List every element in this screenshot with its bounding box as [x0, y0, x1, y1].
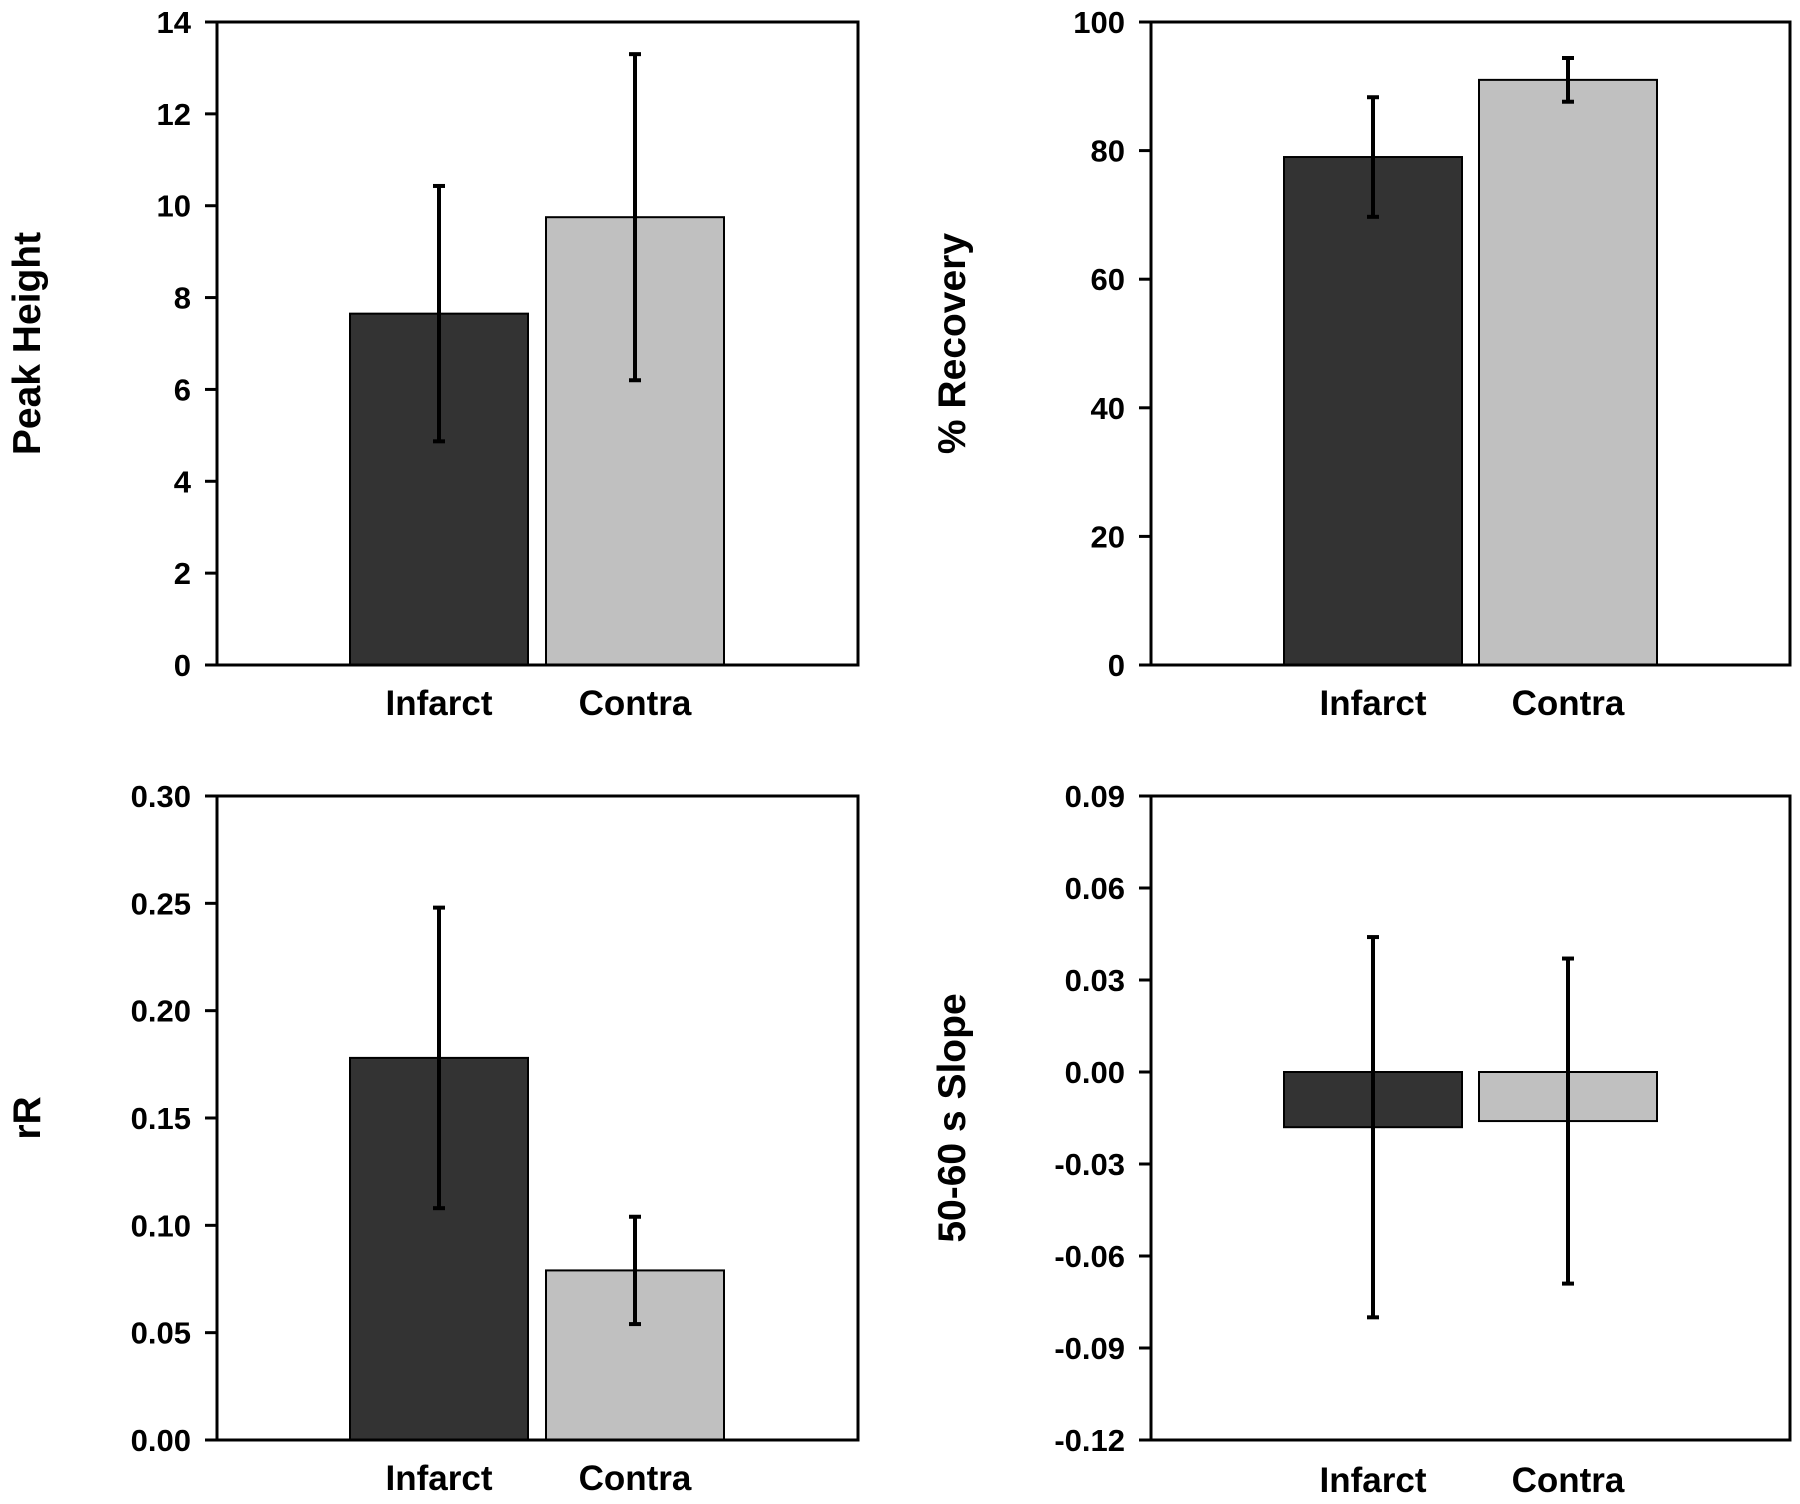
y-tick-label: -0.12 [1054, 1423, 1125, 1458]
y-tick-label: 0.06 [1065, 871, 1125, 906]
y-tick-label: 40 [1091, 391, 1125, 426]
plot-frame [1149, 20, 1792, 667]
category-label-contra: Contra [579, 1459, 692, 1498]
error-bar-contra [1562, 56, 1574, 104]
y-tick-label: 12 [157, 97, 191, 132]
y-tick-label: 0 [174, 648, 191, 683]
y-axis-title: rR [6, 1096, 49, 1139]
error-bar-infarct [433, 183, 445, 444]
bar-contra [1478, 78, 1658, 667]
bar-infarct [1283, 156, 1463, 666]
y-tick-label: 100 [1073, 5, 1125, 40]
y-tick-label: -0.09 [1054, 1331, 1125, 1366]
y-tick-label: 20 [1091, 519, 1125, 554]
y-tick-label: 0.30 [131, 779, 191, 814]
error-bar-contra [629, 1214, 641, 1327]
y-tick-label: 0.03 [1065, 963, 1125, 998]
y-tick-label: 0.20 [131, 994, 191, 1029]
y-tick-label: 14 [157, 5, 192, 40]
y-tick-label: 0.00 [1065, 1055, 1125, 1090]
y-tick-label: 0 [1108, 648, 1125, 683]
plot-frame [215, 20, 860, 667]
chart-panel-top-left: 0 2 4 6 8 10 12 14 Infarct Contra Peak Height [6, 5, 860, 723]
category-label-contra: Contra [579, 684, 692, 723]
error-bar-contra [1562, 956, 1574, 1286]
y-tick-label: 80 [1091, 134, 1125, 169]
y-tick-label: 60 [1091, 262, 1125, 297]
y-tick-label: 4 [174, 464, 192, 499]
error-bar-infarct [433, 905, 445, 1211]
y-axis-title: 50-60 s Slope [931, 993, 974, 1242]
chart-panel-bottom-left: 0.00 0.05 0.10 0.15 0.20 0.25 0.30 Infarct Contr… [6, 779, 860, 1498]
y-tick-label: 0.09 [1065, 779, 1125, 814]
y-tick-label: 6 [174, 372, 191, 407]
plot-frame [215, 794, 860, 1442]
y-tick-label: 0.10 [131, 1208, 191, 1243]
category-label-contra: Contra [1512, 1461, 1625, 1500]
y-tick-label: -0.03 [1054, 1147, 1125, 1182]
plot-frame [1149, 794, 1792, 1442]
y-tick-label: 0.15 [131, 1101, 191, 1136]
category-label-infarct: Infarct [1320, 1461, 1427, 1500]
category-label-infarct: Infarct [386, 1459, 493, 1498]
error-bar-infarct [1367, 935, 1379, 1320]
error-bar-infarct [1367, 95, 1379, 219]
y-tick-label: 10 [157, 189, 191, 224]
y-axis-title: % Recovery [931, 233, 974, 454]
chart-panel-top-right: 0 20 40 60 80 100 Infarct Contra % Recovery [931, 5, 1792, 723]
category-label-infarct: Infarct [1320, 684, 1427, 723]
y-axis-title: Peak Height [6, 232, 49, 455]
y-tick-label: 8 [174, 281, 191, 316]
y-tick-label: 0.05 [131, 1316, 191, 1351]
category-label-contra: Contra [1512, 684, 1625, 723]
y-tick-label: 0.25 [131, 886, 191, 921]
chart-panel-bottom-right: -0.12 -0.09 -0.06 -0.03 0.00 0.03 0.06 0.09 Infa… [931, 779, 1792, 1500]
category-label-infarct: Infarct [386, 684, 493, 723]
y-tick-label: 0.00 [131, 1423, 191, 1458]
error-bar-contra [629, 52, 641, 383]
y-tick-label: -0.06 [1054, 1239, 1125, 1274]
y-tick-label: 2 [174, 556, 191, 591]
